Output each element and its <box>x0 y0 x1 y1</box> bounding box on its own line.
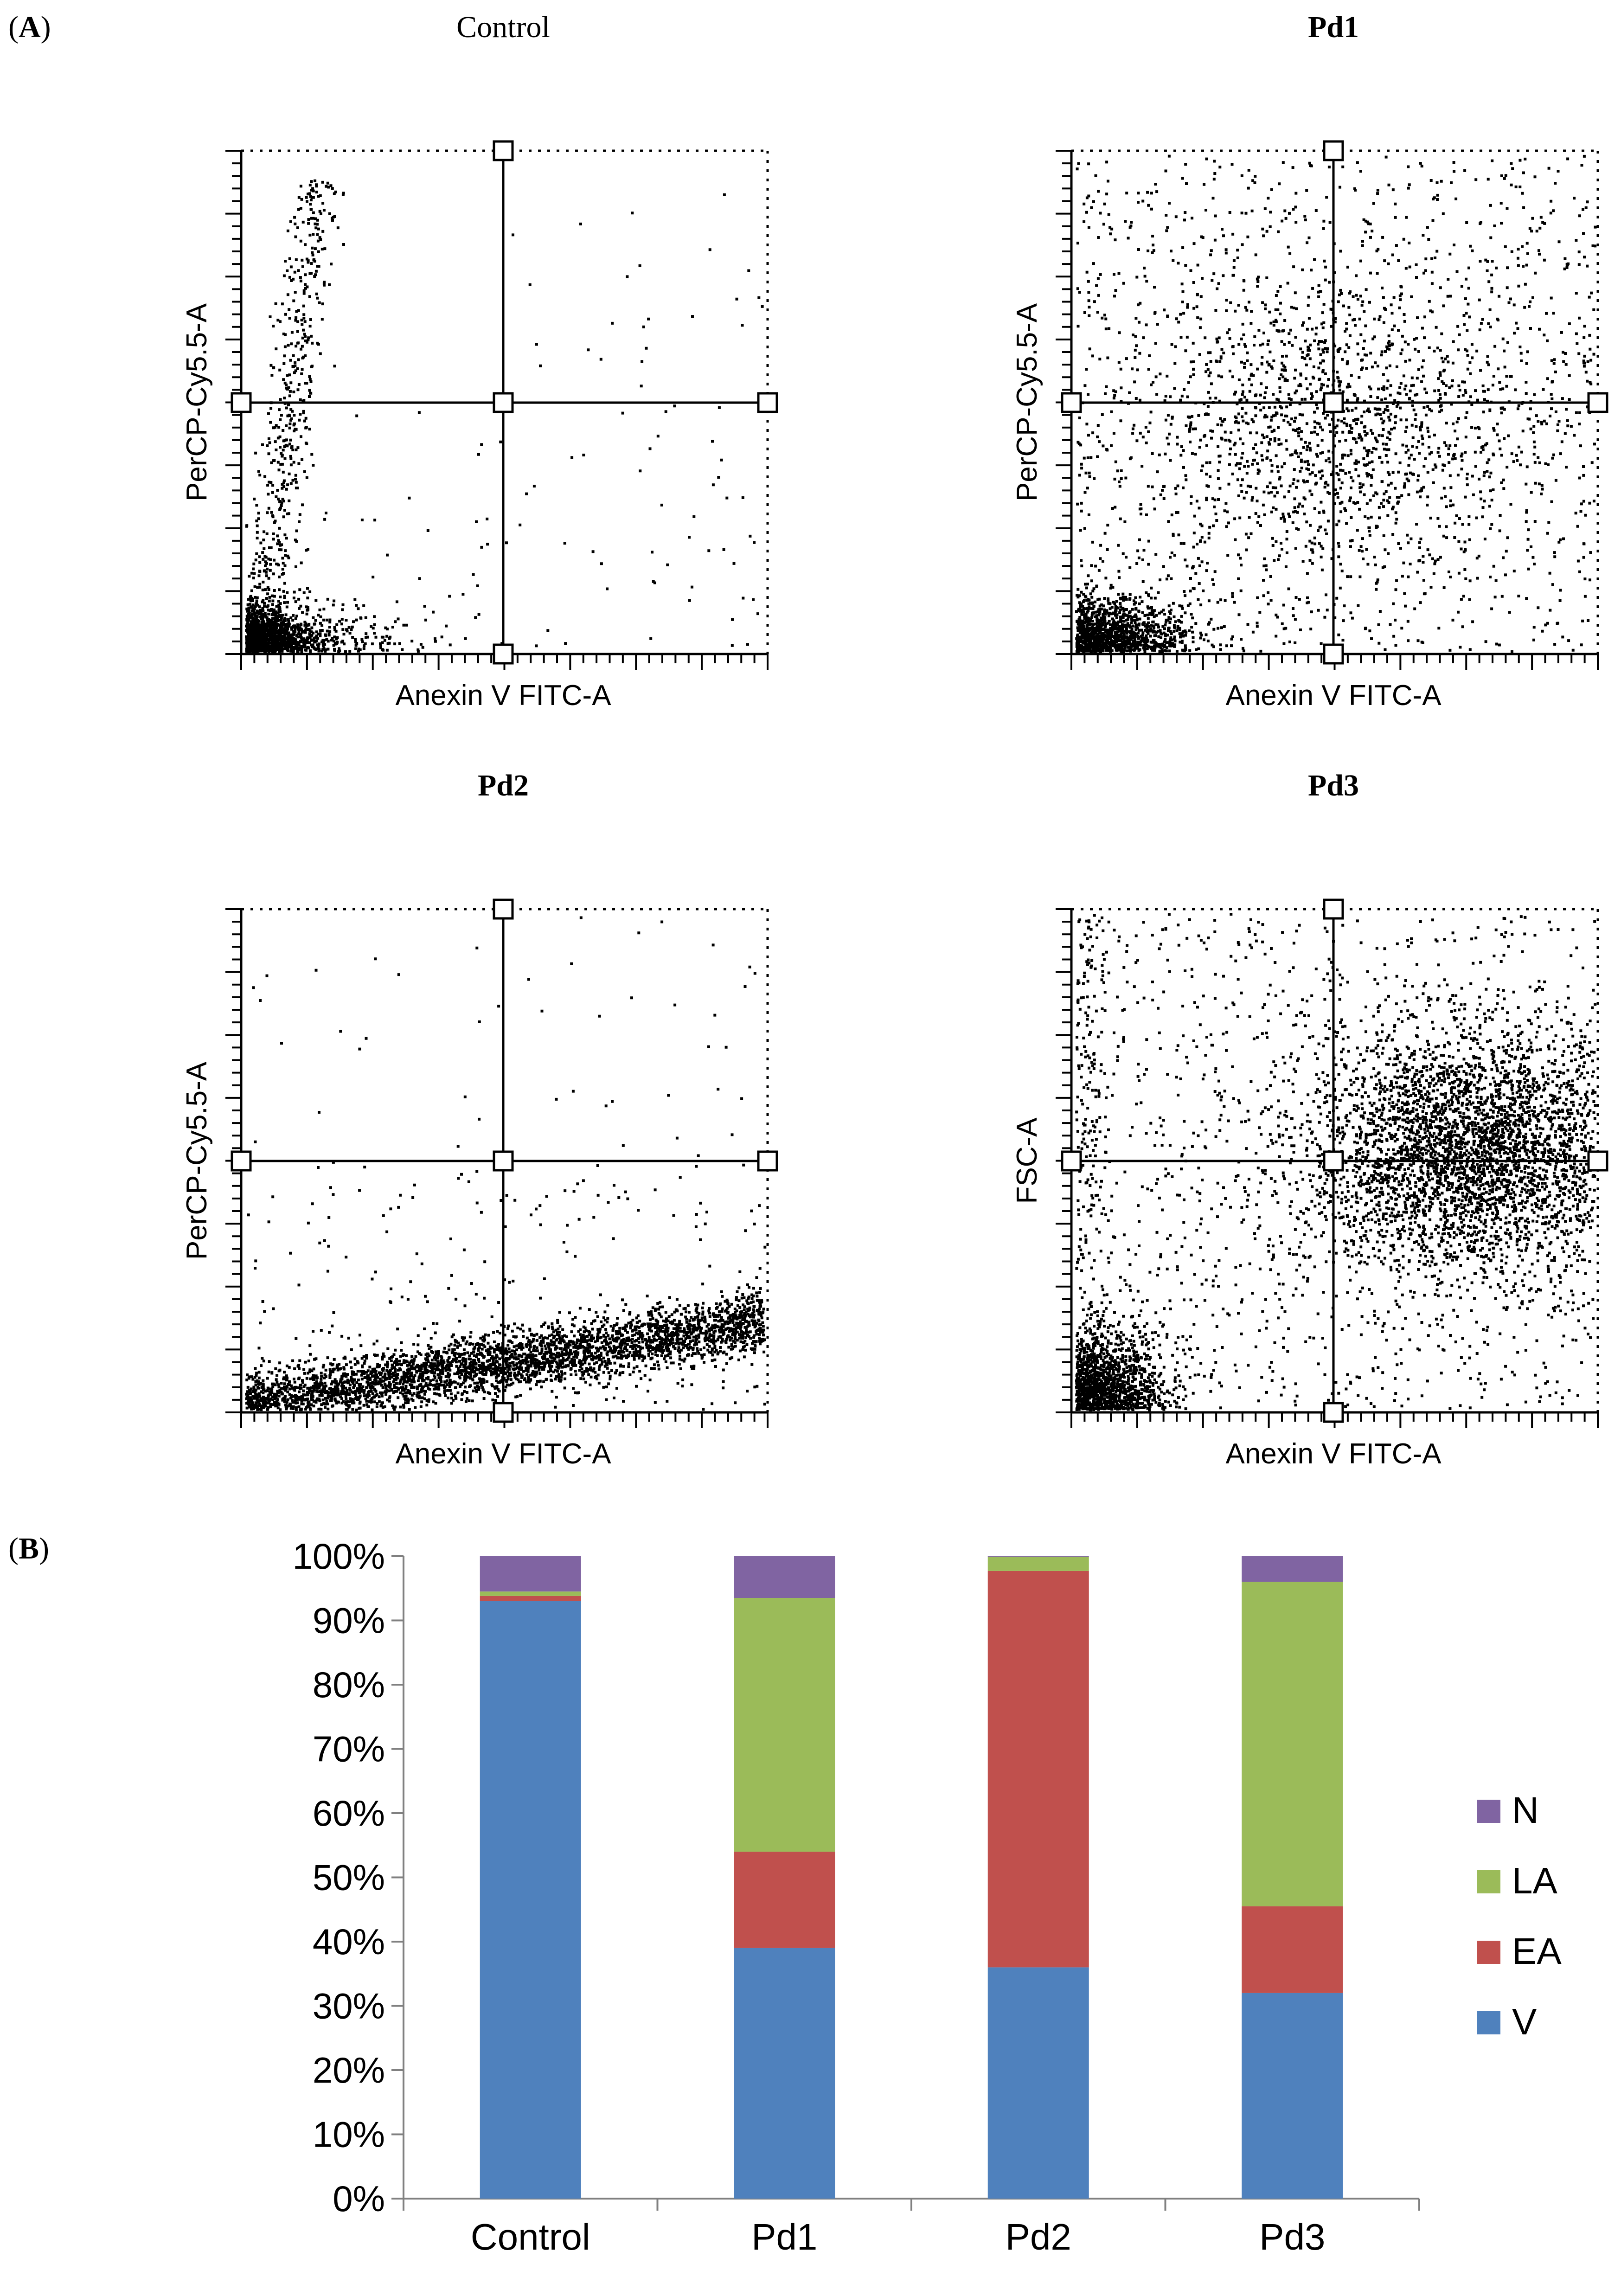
scatter-ylabel: PerCP-Cy5.5-A <box>181 1061 213 1260</box>
legend-label-v: V <box>1512 2001 1537 2042</box>
legend-label-n: N <box>1512 1789 1539 1831</box>
y-tick-label: 10% <box>313 2114 385 2155</box>
gate-handle <box>1061 392 1082 413</box>
bar-segment-n-pd1 <box>734 1556 835 1598</box>
gate-handle <box>1323 1402 1344 1423</box>
gate-handle <box>757 1150 778 1172</box>
scatter-title: Pd2 <box>478 769 529 802</box>
scatter-panel-pd1: Pd1 Anexin V FITC-A PerCP-Cy5.5-A <box>1011 10 1608 712</box>
gate-handle <box>493 898 514 920</box>
stacked-bar-chart: 0% 10% 20% 30% 40% 50% 60% 70% 80% 90% 100% Control… <box>293 1536 1562 2258</box>
legend-swatch-n <box>1477 1800 1500 1823</box>
x-tick-label: Pd3 <box>1259 2216 1325 2258</box>
y-tick-label: 20% <box>313 2050 385 2091</box>
scatter-title: Pd1 <box>1308 10 1359 44</box>
bar-segment-v-pd3 <box>1242 1993 1343 2199</box>
gate-handle <box>1323 643 1344 665</box>
y-tick-label: 100% <box>293 1536 385 1577</box>
gate-handle <box>1061 1150 1082 1172</box>
bar-segment-v-control <box>480 1601 581 2199</box>
bar-segment-n-pd3 <box>1242 1556 1343 1582</box>
axis-ticks <box>1056 908 1599 1428</box>
scatter-panels: Control Anexin V FITC-A PerCP-Cy5.5-A Pd1 An… <box>181 10 1608 1470</box>
legend-swatch-la <box>1477 1870 1500 1893</box>
scatter-ylabel: FSC-A <box>1011 1117 1043 1204</box>
x-tick-label: Pd1 <box>751 2216 817 2258</box>
gate-handle <box>1323 1150 1344 1172</box>
scatter-xlabel: Anexin V FITC-A <box>395 1438 611 1470</box>
y-tick-label: 80% <box>313 1664 385 1705</box>
legend-label-ea: EA <box>1512 1930 1562 1972</box>
bar-segment-n-pd2 <box>987 1556 1089 1557</box>
panel-b-label: (B) <box>8 1532 49 1565</box>
gate-handle <box>1587 392 1608 413</box>
y-tick-label: 50% <box>313 1857 385 1898</box>
scatter-title: Pd3 <box>1308 769 1359 802</box>
axis-ticks <box>1056 150 1599 670</box>
gate-handle <box>1587 1150 1608 1172</box>
scatter-xlabel: Anexin V FITC-A <box>395 680 611 712</box>
x-tick-label: Control <box>471 2216 590 2258</box>
gate-handle <box>493 140 514 161</box>
gate-handle <box>493 392 514 413</box>
scatter-ylabel: PerCP-Cy5.5-A <box>181 303 213 501</box>
bar-segment-ea-pd1 <box>734 1852 835 1948</box>
bar-segment-la-pd2 <box>987 1557 1089 1571</box>
scatter-xlabel: Anexin V FITC-A <box>1225 680 1442 712</box>
bar-segment-ea-control <box>480 1596 581 1601</box>
gate-handle <box>493 643 514 665</box>
y-tick-label: 0% <box>333 2178 385 2219</box>
scatter-panel-pd3: Pd3 Anexin V FITC-A FSC-A <box>1011 769 1608 1470</box>
legend: N LA EA V <box>1477 1789 1562 2042</box>
y-tick-label: 40% <box>313 1921 385 1962</box>
gate-handle <box>1323 898 1344 920</box>
gate-handle <box>231 392 252 413</box>
gate-handle <box>493 1150 514 1172</box>
bar-segment-ea-pd2 <box>987 1571 1089 1968</box>
bar-segment-la-pd1 <box>734 1598 835 1852</box>
bar-segment-v-pd2 <box>987 1967 1089 2199</box>
y-tick-label: 90% <box>313 1600 385 1641</box>
x-tick-label: Pd2 <box>1006 2216 1071 2258</box>
bar-segment-ea-pd3 <box>1242 1906 1343 1993</box>
gate-handle <box>493 1402 514 1423</box>
y-tick-label: 30% <box>313 1986 385 2027</box>
legend-swatch-ea <box>1477 1941 1500 1964</box>
y-tick-label: 60% <box>313 1793 385 1834</box>
scatter-title: Control <box>456 10 550 44</box>
gate-handle <box>1323 392 1344 413</box>
bar-segment-v-pd1 <box>734 1948 835 2199</box>
scatter-xlabel: Anexin V FITC-A <box>1225 1438 1442 1470</box>
legend-label-la: LA <box>1512 1860 1557 1901</box>
bar-segment-n-control <box>480 1556 581 1592</box>
axis-ticks <box>225 150 769 670</box>
gate-handle <box>757 392 778 413</box>
scatter-panel-pd2: Pd2 Anexin V FITC-A PerCP-Cy5.5-A <box>181 769 778 1470</box>
legend-swatch-v <box>1477 2011 1500 2034</box>
gate-handle <box>231 1150 252 1172</box>
scatter-panel-control: Control Anexin V FITC-A PerCP-Cy5.5-A <box>181 10 778 712</box>
scatter-ylabel: PerCP-Cy5.5-A <box>1011 303 1043 501</box>
gate-handle <box>1323 140 1344 161</box>
bar-segment-la-control <box>480 1591 581 1596</box>
panel-a-label: (A) <box>8 10 51 44</box>
bar-segment-la-pd3 <box>1242 1582 1343 1906</box>
scatter-points <box>245 179 764 653</box>
y-tick-label: 70% <box>313 1729 385 1770</box>
